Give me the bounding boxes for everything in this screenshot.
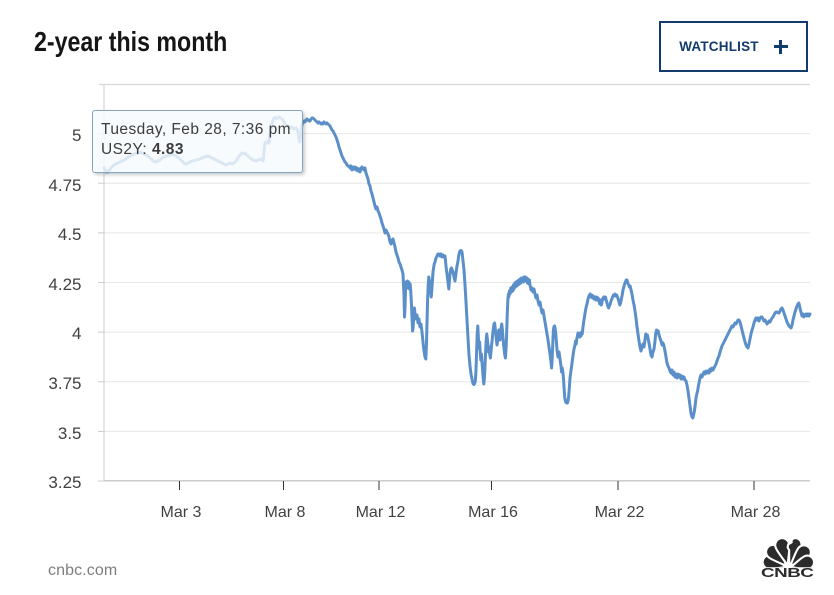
svg-text:CNBC: CNBC	[761, 567, 814, 580]
